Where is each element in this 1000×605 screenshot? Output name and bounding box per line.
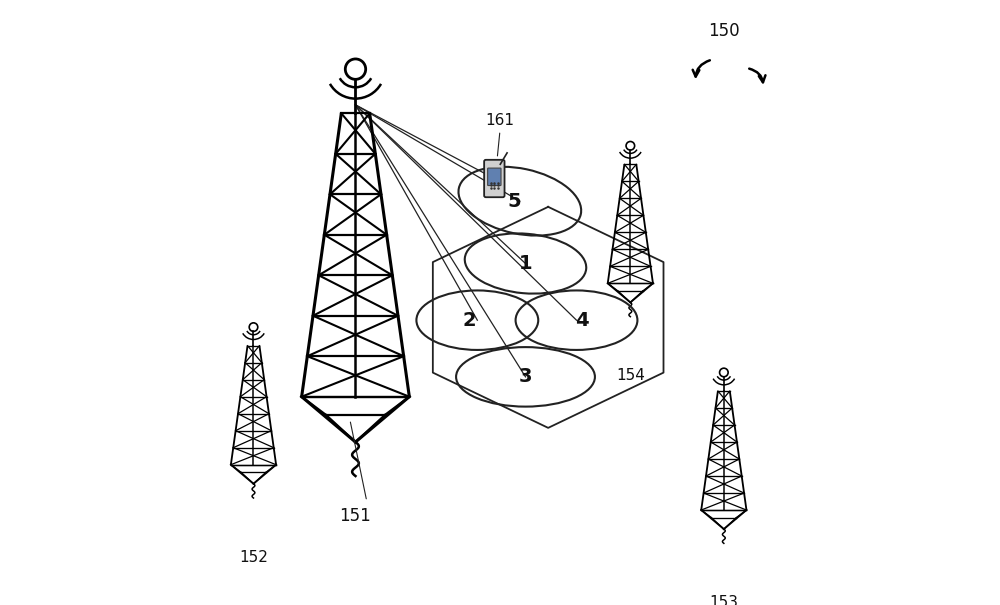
Text: 161: 161 (486, 113, 514, 128)
Text: 154: 154 (616, 368, 645, 384)
Text: 1: 1 (519, 254, 532, 273)
FancyBboxPatch shape (488, 168, 501, 186)
FancyBboxPatch shape (484, 160, 505, 197)
Text: 3: 3 (519, 367, 532, 387)
Text: 4: 4 (575, 311, 589, 330)
Text: 153: 153 (709, 595, 738, 605)
Text: 150: 150 (708, 22, 740, 40)
Text: 5: 5 (507, 192, 521, 211)
Text: 152: 152 (239, 550, 268, 564)
Text: 2: 2 (462, 311, 476, 330)
Text: 151: 151 (340, 507, 371, 525)
